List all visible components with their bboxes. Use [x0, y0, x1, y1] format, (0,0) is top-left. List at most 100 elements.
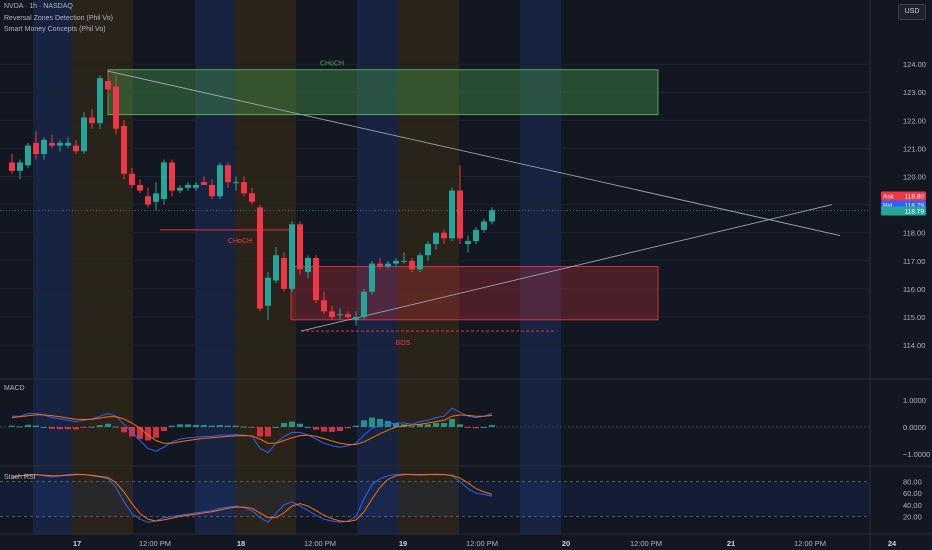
candle-body[interactable]: [65, 142, 71, 146]
candle-body[interactable]: [457, 190, 463, 239]
candle-body[interactable]: [145, 196, 151, 205]
macd-histogram-bar[interactable]: [201, 425, 207, 427]
macd-histogram-bar[interactable]: [185, 424, 191, 427]
candle-body[interactable]: [41, 139, 47, 155]
macd-histogram-bar[interactable]: [25, 424, 31, 427]
macd-histogram-bar[interactable]: [377, 418, 383, 427]
macd-histogram-bar[interactable]: [369, 417, 375, 427]
macd-histogram-bar[interactable]: [473, 427, 479, 429]
candle-body[interactable]: [209, 184, 215, 197]
macd-histogram-bar[interactable]: [337, 427, 343, 432]
macd-histogram-bar[interactable]: [233, 425, 239, 427]
macd-histogram-bar[interactable]: [329, 427, 335, 432]
candle-body[interactable]: [73, 145, 79, 152]
candle-body[interactable]: [49, 142, 55, 146]
candle-body[interactable]: [9, 162, 15, 171]
macd-histogram-bar[interactable]: [489, 425, 495, 427]
macd-histogram-bar[interactable]: [113, 426, 119, 428]
macd-histogram-bar[interactable]: [33, 425, 39, 427]
candle-body[interactable]: [121, 125, 127, 174]
candle-body[interactable]: [177, 187, 183, 191]
macd-histogram-bar[interactable]: [17, 426, 23, 428]
macd-histogram-bar[interactable]: [177, 424, 183, 427]
macd-histogram-bar[interactable]: [193, 424, 199, 427]
candle-body[interactable]: [25, 145, 31, 166]
candle-body[interactable]: [297, 224, 303, 270]
candle-body[interactable]: [337, 314, 343, 316]
candle-body[interactable]: [305, 258, 311, 273]
candle-body[interactable]: [153, 193, 159, 202]
candle-body[interactable]: [193, 184, 199, 188]
macd-histogram-bar[interactable]: [273, 427, 279, 428]
macd-histogram-bar[interactable]: [73, 427, 79, 430]
candle-body[interactable]: [377, 263, 383, 267]
macd-histogram-bar[interactable]: [345, 427, 351, 429]
candle-body[interactable]: [353, 317, 359, 320]
candle-body[interactable]: [433, 232, 439, 244]
macd-histogram-bar[interactable]: [393, 422, 399, 427]
macd-histogram-bar[interactable]: [313, 427, 319, 430]
candle-body[interactable]: [329, 311, 335, 318]
candle-body[interactable]: [265, 277, 271, 306]
macd-histogram-bar[interactable]: [49, 427, 55, 429]
macd-histogram-bar[interactable]: [137, 427, 143, 440]
macd-histogram-bar[interactable]: [89, 426, 95, 428]
macd-label[interactable]: MACD: [4, 385, 25, 392]
macd-histogram-bar[interactable]: [249, 427, 255, 428]
candle-body[interactable]: [129, 173, 135, 185]
macd-histogram-bar[interactable]: [289, 421, 295, 427]
candle-body[interactable]: [425, 243, 431, 256]
candle-body[interactable]: [161, 162, 167, 199]
macd-histogram-bar[interactable]: [9, 425, 15, 427]
candle-body[interactable]: [137, 184, 143, 191]
candle-body[interactable]: [369, 263, 375, 292]
candle-body[interactable]: [289, 224, 295, 289]
macd-histogram-bar[interactable]: [425, 424, 431, 427]
macd-histogram-bar[interactable]: [281, 422, 287, 427]
candle-body[interactable]: [97, 78, 103, 124]
candle-body[interactable]: [89, 117, 95, 124]
candle-body[interactable]: [385, 263, 391, 267]
macd-histogram-bar[interactable]: [417, 424, 423, 427]
candle-body[interactable]: [481, 221, 487, 230]
candle-body[interactable]: [249, 193, 255, 202]
macd-histogram-bar[interactable]: [457, 424, 463, 427]
candlestick-series[interactable]: [9, 72, 495, 326]
candle-body[interactable]: [201, 182, 207, 185]
candle-body[interactable]: [185, 184, 191, 188]
candle-body[interactable]: [441, 232, 447, 239]
macd-histogram-bar[interactable]: [265, 427, 271, 437]
candle-body[interactable]: [409, 260, 415, 270]
candle-body[interactable]: [225, 165, 231, 183]
candle-body[interactable]: [217, 165, 223, 197]
candle-body[interactable]: [57, 142, 63, 146]
candle-body[interactable]: [169, 162, 175, 191]
candle-body[interactable]: [33, 142, 39, 155]
macd-histogram-bar[interactable]: [145, 427, 151, 441]
macd-histogram-bar[interactable]: [297, 423, 303, 427]
ascending-trendline[interactable]: [300, 204, 833, 332]
macd-histogram-bar[interactable]: [305, 427, 311, 428]
candle-body[interactable]: [465, 241, 471, 244]
macd-pane[interactable]: [0, 407, 870, 454]
candle-body[interactable]: [417, 255, 423, 270]
candle-body[interactable]: [241, 182, 247, 194]
stoch-d-line[interactable]: [11, 474, 493, 523]
macd-histogram-bar[interactable]: [41, 427, 47, 428]
candle-body[interactable]: [345, 314, 351, 318]
candle-body[interactable]: [321, 300, 327, 312]
candle-body[interactable]: [17, 162, 23, 171]
candle-body[interactable]: [393, 260, 399, 264]
macd-histogram-bar[interactable]: [433, 422, 439, 427]
macd-histogram-bar[interactable]: [81, 427, 87, 428]
currency-button[interactable]: USD: [898, 4, 926, 20]
candle-body[interactable]: [113, 86, 119, 129]
macd-histogram-bar[interactable]: [169, 425, 175, 427]
indicator-reversal-zones[interactable]: Reversal Zones Detection (Phil Vo): [4, 15, 113, 22]
macd-histogram-bar[interactable]: [161, 427, 167, 432]
candle-body[interactable]: [233, 182, 239, 184]
macd-histogram-bar[interactable]: [65, 427, 71, 430]
macd-histogram-bar[interactable]: [217, 425, 223, 427]
macd-histogram-bar[interactable]: [121, 427, 127, 433]
macd-histogram-bar[interactable]: [465, 427, 471, 428]
